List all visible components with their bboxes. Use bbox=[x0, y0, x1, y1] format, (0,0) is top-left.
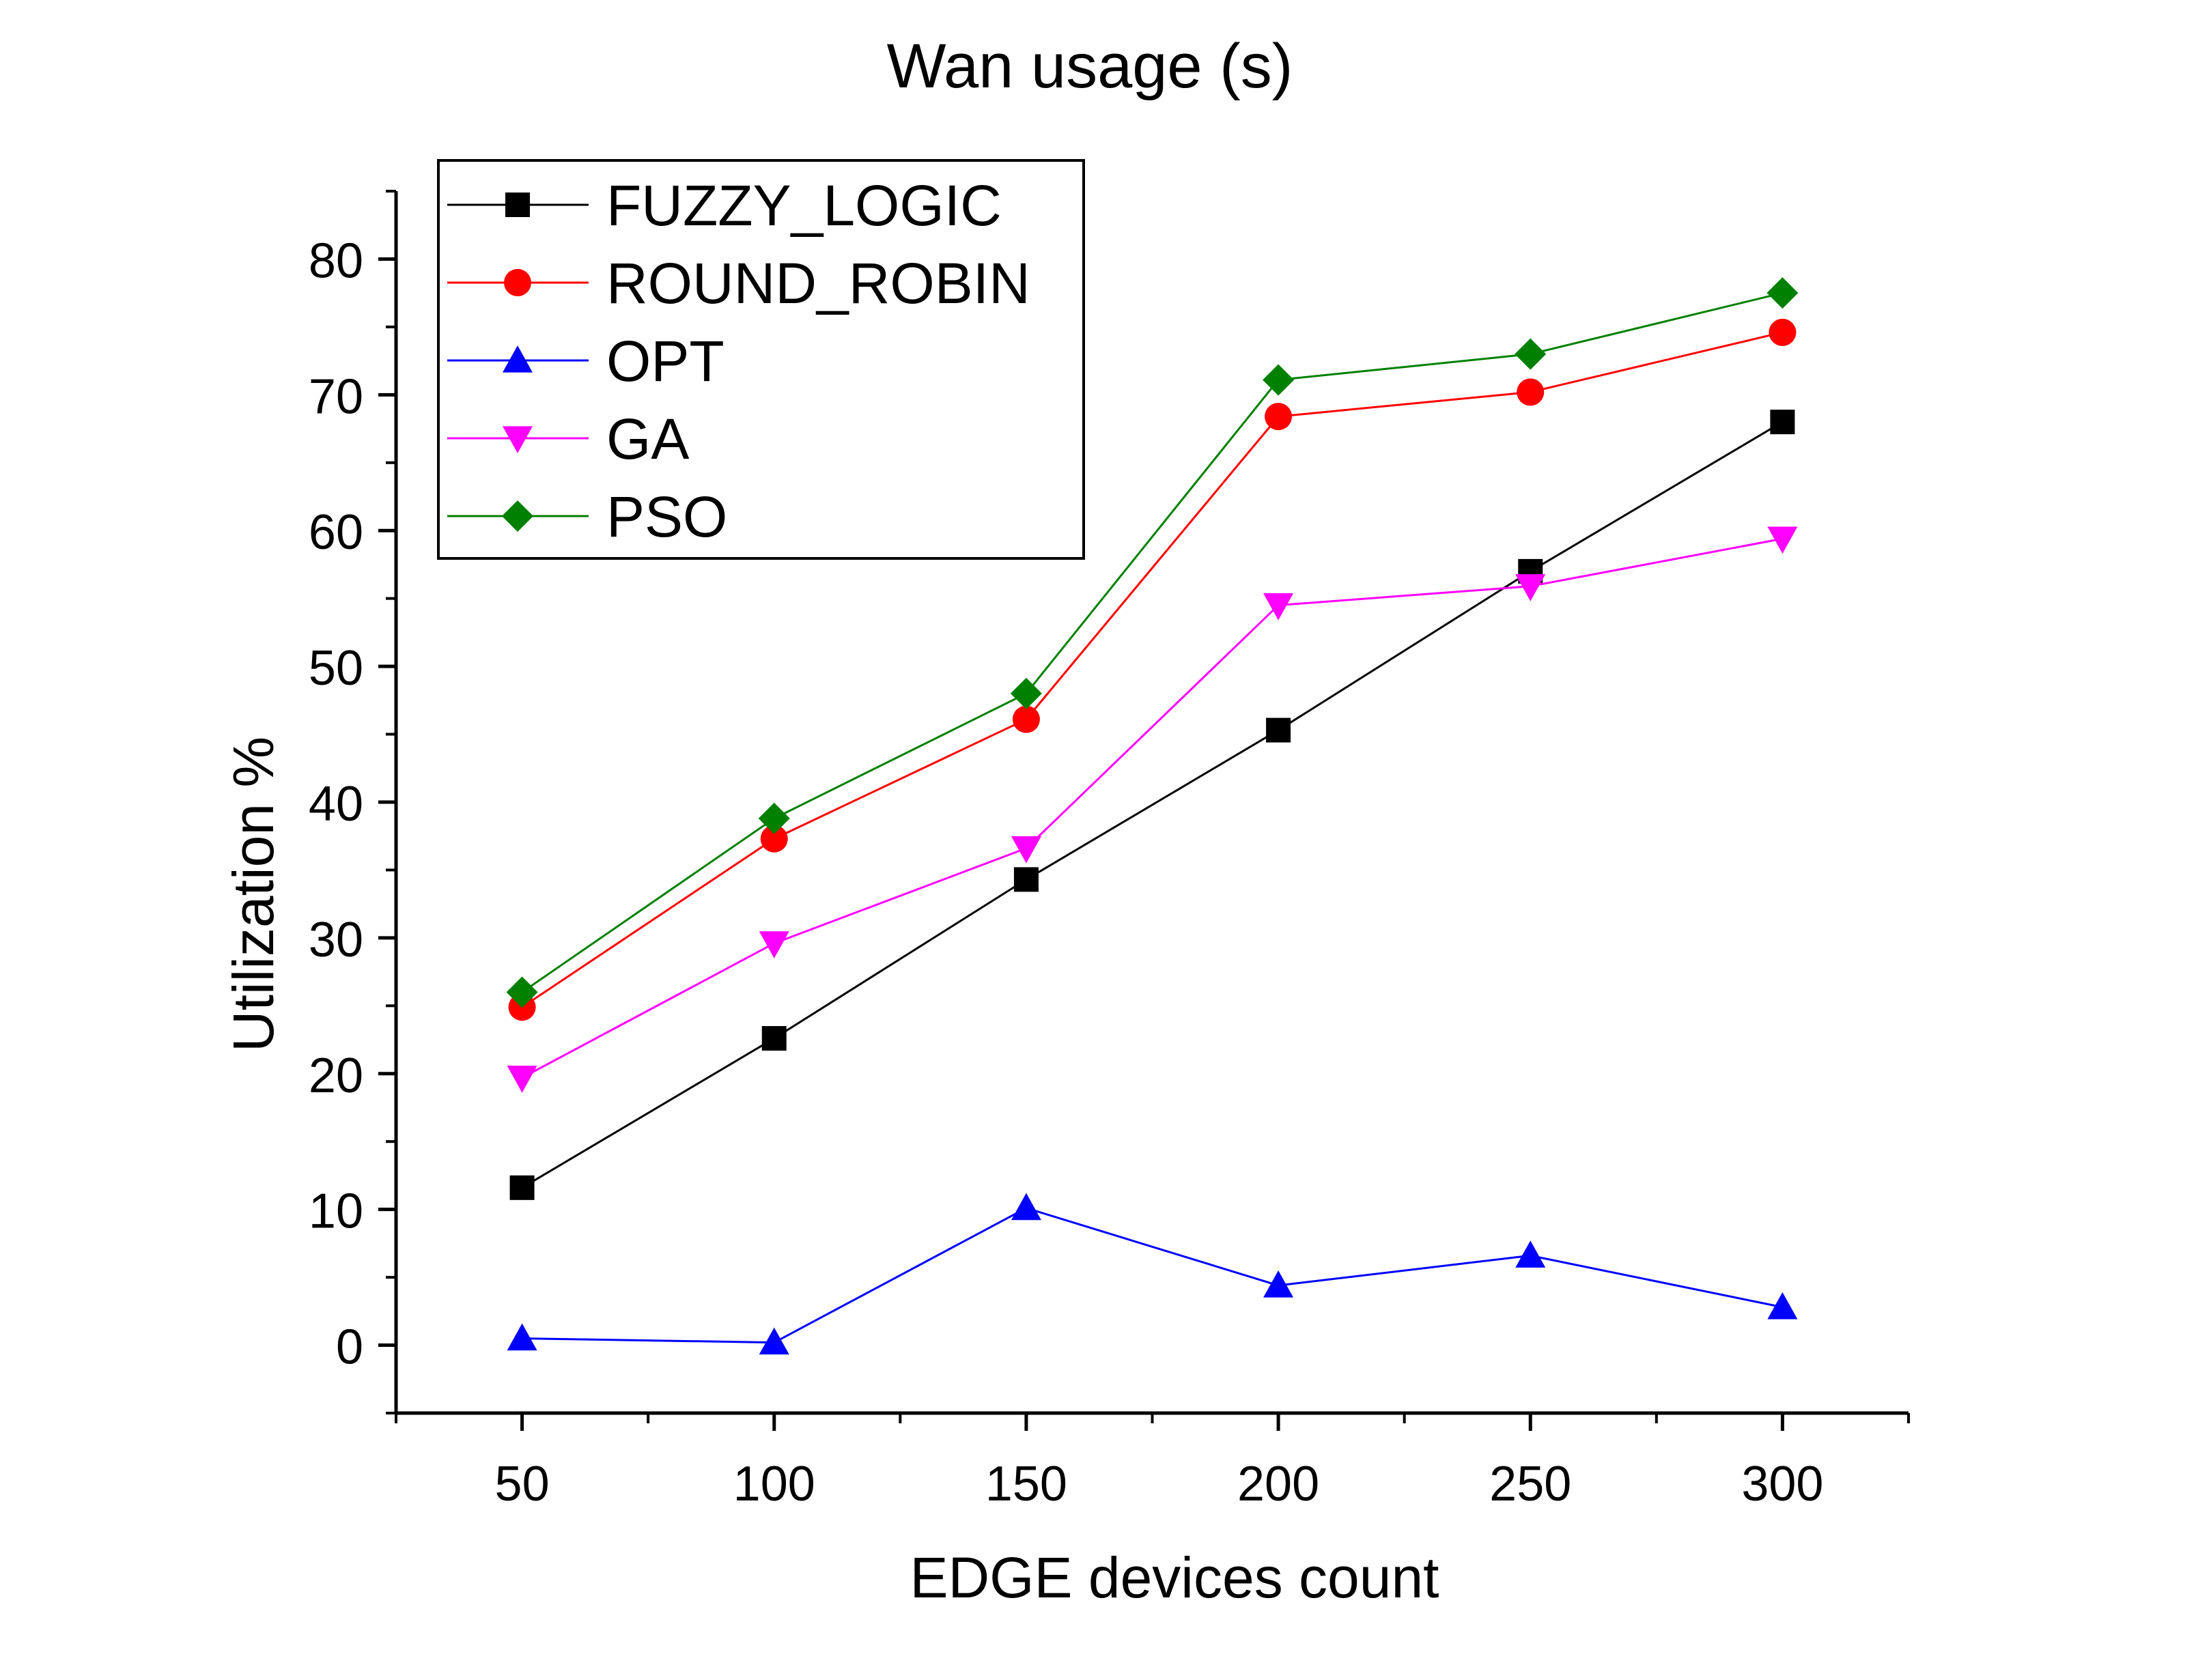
data-point bbox=[1263, 364, 1295, 396]
legend-label: GA bbox=[606, 407, 689, 471]
data-point bbox=[1013, 867, 1039, 892]
series-line bbox=[521, 331, 1783, 1008]
legend-label: FUZZY_LOGIC bbox=[606, 173, 1002, 238]
legend: FUZZY_LOGIC ROUND_ROBIN OPT GA PSO bbox=[437, 159, 1085, 560]
x-tick-label: 250 bbox=[1489, 1457, 1571, 1511]
data-point bbox=[1010, 677, 1042, 709]
data-point bbox=[759, 1327, 789, 1355]
series-line bbox=[521, 537, 1783, 1079]
y-tick-label: 60 bbox=[309, 505, 363, 560]
data-point bbox=[758, 802, 790, 834]
x-tick-label: 150 bbox=[985, 1457, 1067, 1511]
data-point bbox=[1012, 705, 1040, 733]
data-point bbox=[1011, 1193, 1041, 1221]
y-tick-label: 10 bbox=[309, 1184, 363, 1239]
legend-label: PSO bbox=[606, 485, 727, 549]
legend-marker bbox=[503, 345, 533, 373]
data-point bbox=[1515, 1240, 1546, 1268]
data-point bbox=[1767, 1292, 1798, 1320]
data-point bbox=[506, 976, 538, 1008]
data-point bbox=[1515, 338, 1547, 370]
y-tick-label: 20 bbox=[309, 1049, 363, 1103]
x-tick-label: 200 bbox=[1237, 1457, 1319, 1511]
data-point bbox=[1515, 574, 1546, 601]
legend-marker bbox=[504, 269, 531, 296]
legend-label: OPT bbox=[606, 329, 724, 393]
data-point bbox=[759, 931, 789, 958]
series-line bbox=[521, 421, 1784, 1189]
data-point bbox=[507, 1323, 537, 1351]
data-point bbox=[1265, 403, 1293, 431]
series-pso bbox=[506, 277, 1799, 1008]
series-line bbox=[521, 291, 1783, 993]
data-point bbox=[507, 1066, 537, 1093]
series-line bbox=[522, 1207, 1783, 1344]
x-tick-label: 100 bbox=[733, 1457, 815, 1511]
chart-title: Wan usage (s) bbox=[887, 31, 1293, 101]
axes: 0 10 20 30 40 50 60 70 80 50 100 150 200 250 300 bbox=[309, 190, 1910, 1511]
y-tick-label: 0 bbox=[336, 1320, 363, 1375]
data-point bbox=[1770, 410, 1795, 435]
legend-marker bbox=[503, 426, 533, 453]
data-point bbox=[1769, 318, 1797, 346]
legend-marker bbox=[505, 193, 530, 217]
x-axis-label: EDGE devices count bbox=[910, 1546, 1439, 1610]
data-point bbox=[1263, 593, 1294, 621]
series-layer bbox=[506, 277, 1799, 1355]
series-opt bbox=[507, 1193, 1798, 1355]
legend-marker bbox=[502, 500, 533, 532]
y-tick-label: 80 bbox=[309, 233, 363, 288]
y-tick-label: 40 bbox=[309, 777, 363, 831]
data-point bbox=[509, 1175, 535, 1200]
legend-label: ROUND_ROBIN bbox=[606, 251, 1030, 315]
x-tick-label: 300 bbox=[1741, 1457, 1823, 1511]
data-point bbox=[760, 825, 788, 853]
data-point bbox=[1767, 526, 1798, 554]
y-tick-label: 70 bbox=[309, 369, 363, 424]
data-point bbox=[1263, 1270, 1294, 1298]
series-round-robin bbox=[508, 318, 1797, 1021]
y-tick-label: 50 bbox=[309, 641, 363, 696]
x-tick-label: 50 bbox=[495, 1457, 550, 1511]
data-point bbox=[1266, 717, 1291, 743]
data-point bbox=[1766, 277, 1799, 309]
y-tick-label: 30 bbox=[309, 913, 363, 967]
data-point bbox=[1011, 836, 1041, 864]
data-point bbox=[1517, 378, 1545, 406]
y-axis-label: Utilization % bbox=[221, 737, 285, 1052]
data-point bbox=[761, 1026, 787, 1051]
series-ga bbox=[507, 526, 1798, 1093]
